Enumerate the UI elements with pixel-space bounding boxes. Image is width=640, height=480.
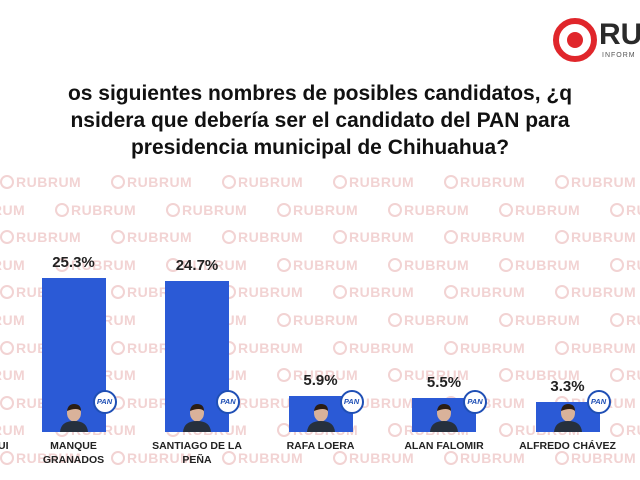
watermark: RUBRUM bbox=[388, 257, 469, 273]
watermark: RUBRUM bbox=[499, 312, 580, 328]
watermark: RUBRUM bbox=[222, 174, 303, 190]
category-label: MANQUE GRANADOS bbox=[42, 440, 105, 466]
watermark: RUBRUM bbox=[0, 367, 25, 383]
party-badge: PAN bbox=[463, 390, 487, 414]
watermark: RUBRUM bbox=[55, 202, 136, 218]
category-label: RAFA LOERA bbox=[286, 440, 355, 452]
candidate-photo bbox=[430, 404, 458, 432]
logo-mark bbox=[553, 18, 597, 62]
watermark: RUBRUM bbox=[333, 174, 414, 190]
watermark: RUBRUM bbox=[0, 422, 25, 438]
party-badge: PAN bbox=[586, 390, 611, 414]
watermark: RUBRUM bbox=[388, 312, 469, 328]
watermark: RUBRUM bbox=[166, 257, 247, 273]
watermark: RUBRUM bbox=[333, 229, 414, 245]
watermark: RUBRUM bbox=[610, 367, 640, 383]
watermark: RUBRUM bbox=[222, 340, 303, 356]
candidate-photo bbox=[59, 404, 88, 432]
watermark: RUBRUM bbox=[333, 284, 414, 300]
watermark: RUBRUM bbox=[277, 367, 358, 383]
watermark: RUBRUM bbox=[111, 174, 192, 190]
watermark: RUBRUM bbox=[0, 202, 25, 218]
watermark: RUBRUM bbox=[166, 202, 247, 218]
watermark: RUBRUM bbox=[444, 174, 525, 190]
value-label: 5.5% bbox=[426, 374, 462, 392]
candidate-photo bbox=[306, 404, 335, 432]
value-label: 3.3% bbox=[550, 378, 585, 395]
watermark: RUBRUM bbox=[277, 202, 358, 218]
watermark: RUBRUM bbox=[610, 257, 640, 273]
candidate-photo bbox=[553, 404, 582, 432]
watermark: RUBRUM bbox=[499, 367, 580, 383]
watermark: RUBRUM bbox=[333, 340, 414, 356]
logo-text: RU bbox=[599, 18, 640, 51]
watermark: RUBRUM bbox=[555, 284, 636, 300]
watermark: RUBRUM bbox=[555, 174, 636, 190]
title-line: os siguientes nombres de posibles candid… bbox=[67, 82, 573, 105]
watermark: RUBRUM bbox=[444, 450, 525, 466]
party-badge: PAN bbox=[92, 390, 117, 414]
watermark: RUBRUM bbox=[333, 450, 414, 466]
watermark: RUBRUM bbox=[388, 202, 469, 218]
watermark: RUBRUM bbox=[555, 340, 636, 356]
watermark: RUBRUM bbox=[444, 229, 525, 245]
watermark: RUBRUM bbox=[277, 257, 358, 273]
watermark: RUBRUM bbox=[0, 229, 81, 245]
watermark: RUBRUM bbox=[610, 312, 640, 328]
watermark: RUBRUM bbox=[222, 395, 303, 411]
party-badge: PAN bbox=[339, 390, 364, 414]
watermark: RUBRUM bbox=[222, 284, 303, 300]
watermark: RUBRUM bbox=[444, 284, 525, 300]
watermark: RUBRUM bbox=[333, 395, 414, 411]
category-label: ALFREDO CHÁVEZ bbox=[519, 440, 616, 452]
value-label: 24.7% bbox=[175, 257, 219, 275]
watermark: RUBRUM bbox=[111, 450, 192, 466]
watermark: RUBRUM bbox=[555, 450, 636, 466]
watermark: RUBRUM bbox=[499, 257, 580, 273]
watermark: RUBRUM bbox=[0, 312, 25, 328]
value-label: 5.9% bbox=[303, 372, 338, 389]
logo-subtext: INFORM bbox=[602, 52, 636, 59]
watermark: RUBRUM bbox=[0, 450, 81, 466]
title-line: presidencia municipal de Chihuahua? bbox=[130, 136, 510, 159]
category-label: ALAN FALOMIR bbox=[404, 440, 484, 452]
watermark: RUBRUM bbox=[111, 229, 192, 245]
watermark: RUBRUM bbox=[277, 312, 358, 328]
watermark: RUBRUM bbox=[499, 202, 580, 218]
watermark: RUBRUM bbox=[555, 229, 636, 245]
watermark: RUBRUM bbox=[610, 422, 640, 438]
title-line: nsidera que debería ser el candidato del… bbox=[70, 109, 570, 132]
watermark: RUBRUM bbox=[0, 174, 81, 190]
value-label: 25.3% bbox=[52, 253, 95, 271]
category-label: UI bbox=[0, 440, 9, 452]
watermark: RUBRUM bbox=[610, 202, 640, 218]
candidate-photo bbox=[183, 404, 211, 432]
party-badge: PAN bbox=[216, 390, 240, 414]
watermark: RUBRUM bbox=[0, 257, 25, 273]
watermark: RUBRUM bbox=[388, 367, 469, 383]
category-label: SANTIAGO DE LA PEÑA bbox=[152, 440, 242, 466]
watermark: RUBRUM bbox=[222, 450, 303, 466]
watermark: RUBRUM bbox=[444, 340, 525, 356]
watermark: RUBRUM bbox=[55, 257, 136, 273]
watermark: RUBRUM bbox=[222, 229, 303, 245]
